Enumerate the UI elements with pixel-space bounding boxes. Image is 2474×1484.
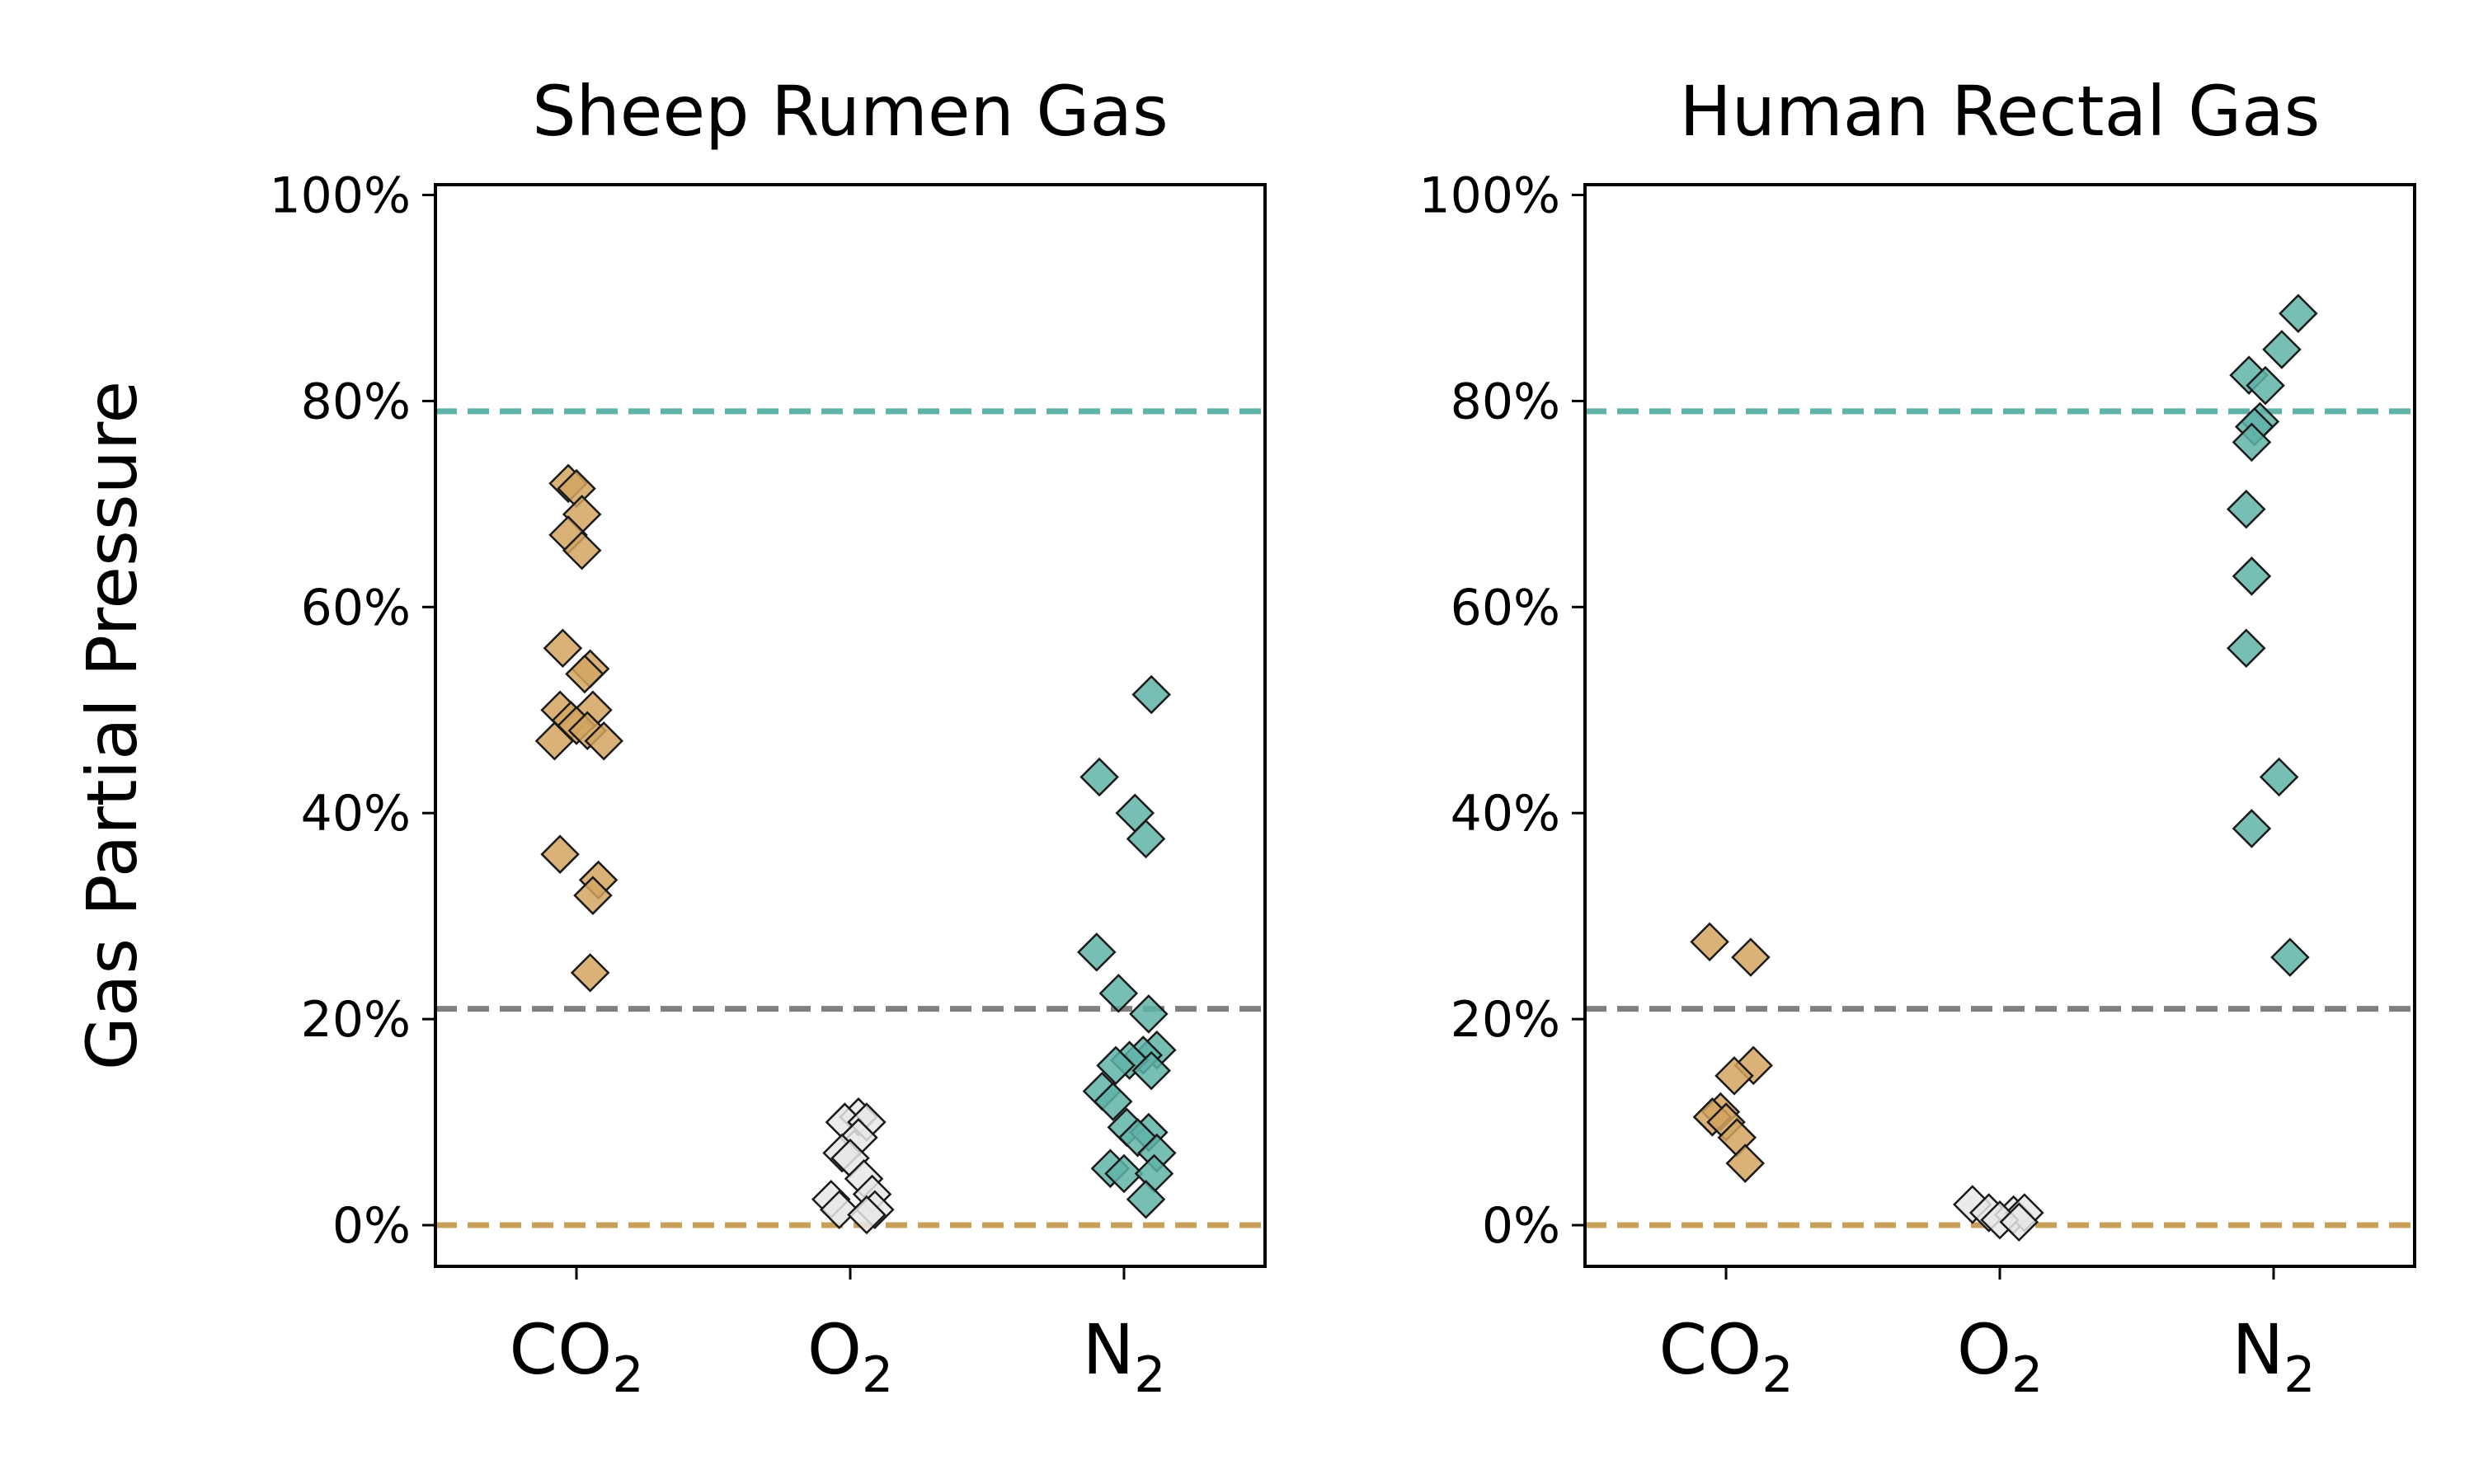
data-point (584, 721, 623, 761)
data-point (1131, 1050, 1171, 1091)
data-point (847, 1195, 887, 1235)
y-tick-label: 60% (1451, 579, 1560, 636)
data-point (1725, 1144, 1766, 1183)
data-point (1077, 932, 1117, 972)
data-point (2232, 809, 2272, 848)
y-tick-label: 0% (1482, 1197, 1560, 1255)
data-point (1093, 1082, 1133, 1121)
category-subscript: 2 (2284, 1346, 2315, 1404)
category-base: CO (510, 1309, 613, 1390)
y-tick-label: 100% (269, 167, 411, 224)
category-label: N2 (1082, 1309, 1165, 1404)
category-base: O (1957, 1309, 2011, 1390)
data-point (819, 1190, 859, 1230)
y-axis-title: Gas Partial Pressure (72, 381, 153, 1070)
data-point (534, 721, 575, 761)
y-tick-label: 100% (1418, 167, 1560, 224)
data-point (2262, 330, 2302, 369)
data-point (1104, 1153, 1144, 1194)
category-subscript: 2 (612, 1346, 643, 1404)
data-point (1079, 757, 1119, 797)
data-point (1129, 994, 1169, 1034)
data-point (2246, 365, 2285, 406)
category-subscript: 2 (1761, 1346, 1793, 1404)
y-tick-label: 40% (1451, 785, 1560, 843)
data-point (543, 628, 583, 669)
data-point (2232, 556, 2272, 596)
category-label: N2 (2232, 1309, 2315, 1404)
data-point (565, 654, 604, 694)
data-point (2232, 422, 2272, 463)
data-point (573, 876, 613, 915)
category-label: CO2 (1659, 1309, 1794, 1404)
category-base: N (1082, 1309, 1134, 1390)
y-tick-label: 20% (301, 991, 411, 1049)
data-point (540, 834, 580, 874)
data-point (2270, 937, 2310, 977)
data-point (1126, 819, 1166, 859)
data-point (1131, 674, 1171, 715)
y-tick-label: 40% (301, 785, 411, 843)
category-label: O2 (807, 1309, 893, 1404)
y-tick-label: 60% (301, 579, 411, 636)
plot-frame (434, 183, 1267, 1268)
y-tick-label: 80% (301, 373, 411, 430)
panel-title: Sheep Rumen Gas (532, 71, 1169, 152)
panel-title: Human Rectal Gas (1680, 71, 2321, 152)
data-point (2279, 294, 2318, 333)
data-point (1098, 974, 1139, 1013)
data-point (1690, 922, 1729, 962)
category-subscript: 2 (2011, 1346, 2043, 1404)
data-point (2259, 757, 2299, 797)
data-point (570, 953, 610, 993)
y-tick-label: 20% (1451, 991, 1560, 1049)
data-point (1126, 1180, 1166, 1219)
data-point (562, 530, 602, 571)
data-point (1999, 1202, 2039, 1242)
category-subscript: 2 (862, 1346, 893, 1404)
data-point (1731, 937, 1771, 977)
y-tick-label: 0% (332, 1197, 411, 1255)
data-point (1714, 1056, 1754, 1096)
y-tick-label: 80% (1451, 373, 1560, 430)
category-base: O (807, 1309, 862, 1390)
category-base: CO (1659, 1309, 1762, 1390)
data-point (1096, 1045, 1136, 1086)
category-label: O2 (1957, 1309, 2043, 1404)
plot-frame (1583, 183, 2416, 1268)
data-point (2227, 628, 2266, 669)
category-base: N (2232, 1309, 2284, 1390)
data-point (2227, 489, 2266, 529)
category-label: CO2 (510, 1309, 644, 1404)
category-subscript: 2 (1134, 1346, 1165, 1404)
